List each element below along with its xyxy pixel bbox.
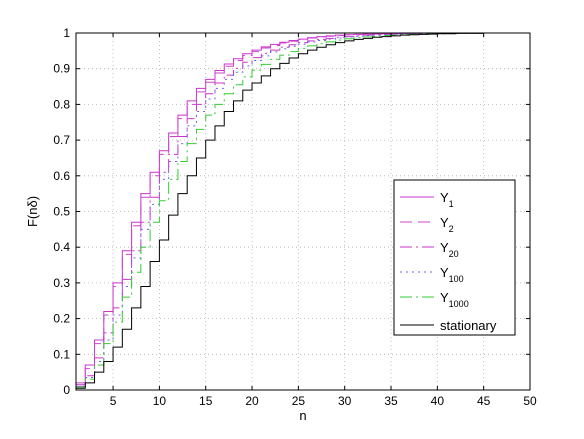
x-tick-label-1: 10 (153, 394, 167, 408)
series-line-2 (76, 32, 530, 387)
legend-label-base-2: Y (440, 240, 449, 255)
legend-label-base-4: Y (440, 290, 449, 305)
y-tick-label-9: 0.9 (53, 62, 70, 76)
legend-label-sub-2: 20 (449, 249, 459, 259)
x-tick-label-8: 45 (477, 394, 491, 408)
y-tick-label-10: 1 (63, 26, 70, 40)
legend-label-0: Y1 (440, 190, 454, 209)
x-tick-label-5: 30 (338, 394, 352, 408)
series-line-3 (76, 32, 530, 387)
y-tick-label-2: 0.2 (53, 312, 70, 326)
y-axis-label: F(nδ) (25, 196, 40, 227)
legend-label-4: Y1000 (440, 290, 469, 309)
x-tick-label-3: 20 (245, 394, 259, 408)
y-tick-label-6: 0.6 (53, 169, 70, 183)
legend-label-sub-0: 1 (449, 199, 454, 209)
x-tick-label-9: 50 (523, 394, 537, 408)
legend-label-sub-4: 1000 (449, 299, 469, 309)
y-tick-label-1: 0.1 (53, 347, 70, 361)
x-tick-label-6: 35 (384, 394, 398, 408)
legend-label-sub-3: 100 (449, 274, 464, 284)
legend-label-base-3: Y (440, 265, 449, 280)
legend-label-base-1: Y (440, 215, 449, 230)
legend-label-3: Y100 (440, 265, 464, 284)
legend-label-sub-1: 2 (449, 224, 454, 234)
legend-label-2: Y20 (440, 240, 459, 259)
y-tick-label-8: 0.8 (53, 97, 70, 111)
series-line-5 (76, 32, 530, 389)
legend-label-1: Y2 (440, 215, 454, 234)
y-tick-label-3: 0.3 (53, 276, 70, 290)
y-tick-label-5: 0.5 (53, 205, 70, 219)
x-tick-label-4: 25 (292, 394, 306, 408)
x-tick-label-7: 40 (431, 394, 445, 408)
ticks: 5 10 15 20 25 30 35 40 45 50 0 0.1 0.2 0.3 0.4 0.5 0.6 0.… (53, 26, 537, 408)
legend-label-5: stationary (440, 318, 497, 333)
y-tick-label-4: 0.4 (53, 240, 70, 254)
legend-box (393, 179, 516, 336)
x-axis-label: n (299, 408, 306, 423)
y-tick-label-7: 0.7 (53, 133, 70, 147)
x-tick-label-0: 5 (110, 394, 117, 408)
y-tick-label-0: 0 (63, 383, 70, 397)
x-tick-label-2: 15 (199, 394, 213, 408)
legend-label-base-0: Y (440, 190, 449, 205)
